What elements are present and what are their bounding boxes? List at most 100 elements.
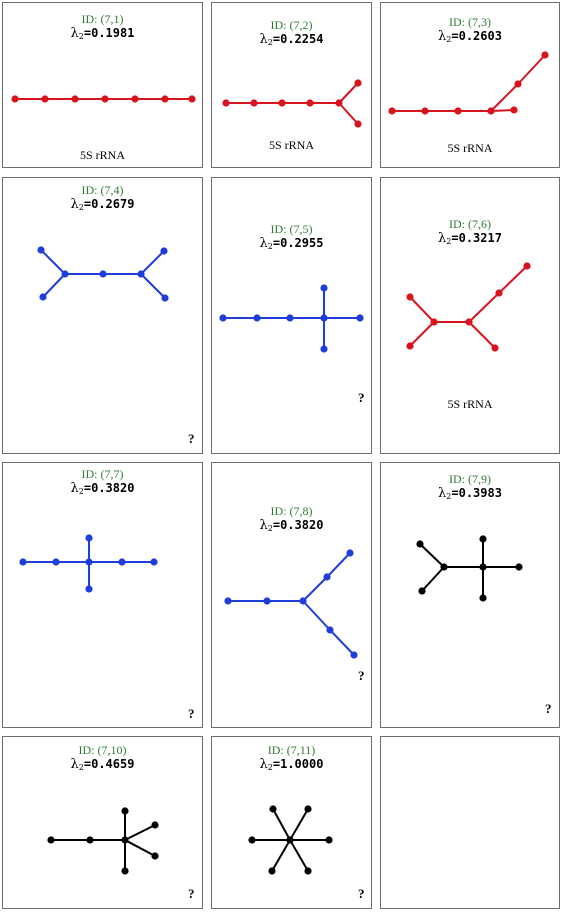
graph-edge [409, 321, 435, 347]
graph-id: ID: (7,8) [270, 504, 313, 518]
graph-node [118, 558, 126, 566]
empty-card [380, 736, 560, 909]
graph-node [121, 867, 129, 875]
graph-id: ID: (7,11) [267, 743, 316, 757]
graph-node [487, 107, 495, 115]
graph-node [47, 836, 55, 844]
graph-edge [421, 566, 445, 592]
lambda-value: λ2=0.3983 [438, 486, 502, 501]
graph-node [354, 79, 362, 87]
question-mark: ? [358, 390, 365, 405]
graph-node [421, 107, 429, 115]
graph-node [418, 587, 426, 595]
rna-label: 5S rRNA [79, 148, 125, 162]
graph-card-7-11: ID: (7,11) λ2=1.0000 ? [211, 736, 372, 909]
graph-edge [124, 839, 156, 857]
graph-id: ID: (7,5) [270, 222, 313, 236]
graph-node [454, 107, 462, 115]
graph-edge [289, 808, 309, 841]
graph-edge [124, 824, 156, 841]
graph-node [99, 270, 107, 278]
graph-node [37, 246, 45, 254]
graph-edge [272, 808, 291, 841]
graph-node [85, 558, 93, 566]
graph-node [161, 294, 169, 302]
graph-node [465, 318, 473, 326]
graph-node [222, 99, 230, 107]
graph-id: ID: (7,9) [449, 472, 491, 486]
graph-id: ID: (7,1) [81, 12, 124, 26]
graph-card-7-5: ID: (7,5) λ2=0.2955 ? [211, 177, 372, 454]
graph-edge [490, 83, 519, 112]
graph-node [479, 594, 487, 602]
graph-node [263, 597, 271, 605]
question-mark: ? [188, 886, 195, 901]
graph-id: ID: (7,3) [449, 15, 491, 29]
graph-node [440, 563, 448, 571]
graph-card-7-2: ID: (7,2) λ2=0.2254 5S rRNA [211, 2, 372, 168]
rna-label: 5S rRNA [447, 397, 493, 411]
graph-node [39, 293, 47, 301]
tree-graph [37, 246, 169, 302]
graph-node [86, 836, 94, 844]
graph-node [121, 807, 129, 815]
graph-edge [329, 629, 355, 656]
graph-card-7-6: ID: (7,6) λ2=0.3217 5S rRNA [380, 177, 560, 454]
graph-node [160, 247, 168, 255]
tree-graph [406, 262, 531, 352]
graph-node [515, 563, 523, 571]
graph-node [299, 597, 307, 605]
graph-node [354, 120, 362, 128]
question-mark: ? [188, 431, 195, 446]
graph-edge [302, 600, 331, 631]
graph-node [479, 535, 487, 543]
graph-edge [140, 250, 165, 275]
tree-graph [11, 95, 196, 103]
graph-node [320, 314, 328, 322]
lambda-value: λ2=1.0000 [259, 757, 324, 772]
graph-edge [409, 296, 435, 323]
graph-node [219, 314, 227, 322]
graph-node [510, 106, 518, 114]
graph-edge [140, 273, 166, 299]
graph-node [161, 95, 169, 103]
lambda-value: λ2=0.3820 [70, 481, 135, 496]
graph-node [523, 262, 531, 270]
lambda-value: λ2=0.2955 [259, 236, 324, 251]
graph-node [268, 867, 276, 875]
graph-node [121, 836, 129, 844]
graph-node [346, 549, 354, 557]
graph-edge [498, 265, 528, 294]
tree-graph [248, 805, 333, 875]
graph-edge [419, 543, 445, 568]
graph-node [406, 293, 414, 301]
graph-edge [468, 292, 500, 323]
graph-card-7-1: ID: (7,1) λ2=0.1981 5S rRNA [2, 2, 203, 168]
graph-node [304, 867, 312, 875]
tree-graph [224, 549, 358, 659]
lambda-value: λ2=0.3820 [259, 518, 324, 533]
graph-id: ID: (7,6) [449, 217, 491, 231]
graph-edge [302, 576, 328, 602]
rna-label: 5S rRNA [447, 141, 493, 155]
lambda-value: λ2=0.3217 [438, 231, 502, 246]
graph-node [278, 99, 286, 107]
graph-node [250, 99, 258, 107]
tree-graph [219, 284, 364, 353]
graph-node [188, 95, 196, 103]
graph-node [52, 558, 60, 566]
graph-id: ID: (7,4) [81, 183, 124, 197]
lambda-value: λ2=0.2679 [70, 197, 135, 212]
graph-node [350, 651, 358, 659]
graph-node [61, 270, 69, 278]
graph-node [137, 270, 145, 278]
graph-node [71, 95, 79, 103]
graph-edge [289, 839, 309, 872]
graph-edge [40, 249, 66, 275]
tree-graph [416, 535, 523, 602]
graph-edge [338, 82, 359, 104]
graph-node [320, 345, 328, 353]
graph-node [248, 836, 256, 844]
graph-node [356, 314, 364, 322]
lambda-value: λ2=0.4659 [70, 757, 135, 772]
